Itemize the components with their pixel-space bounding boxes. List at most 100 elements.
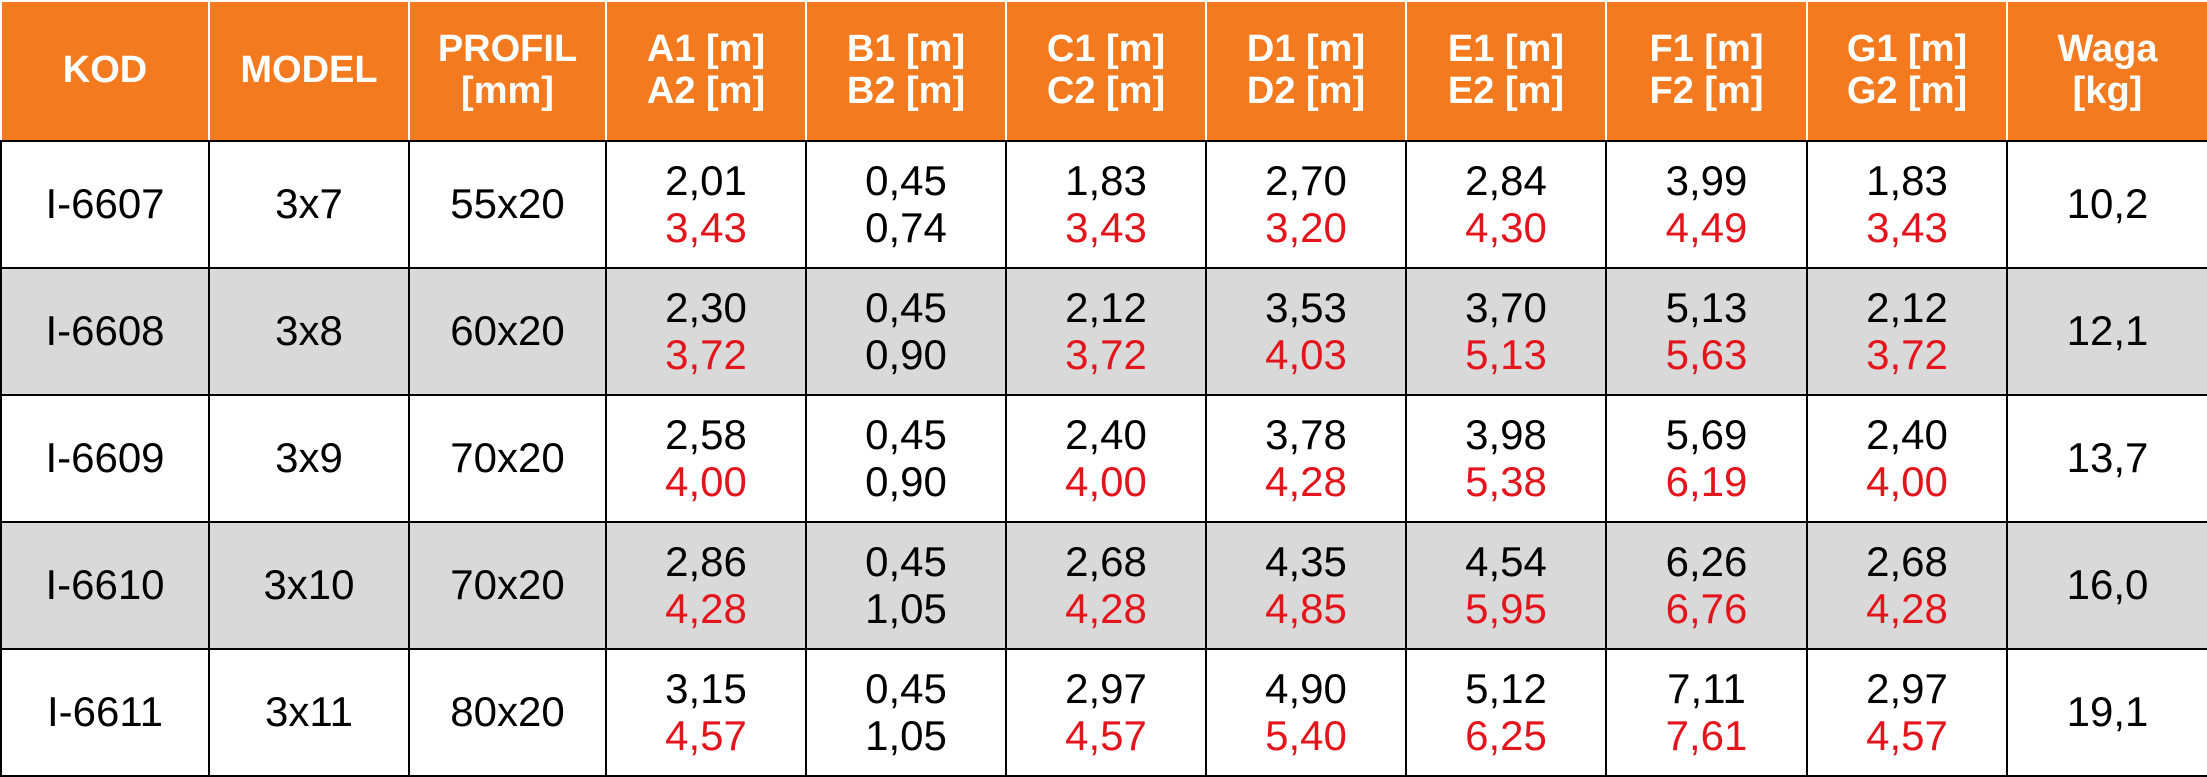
cell: 2,40 4,00 <box>1806 394 2008 523</box>
header-text: D1 [m] <box>1246 28 1366 71</box>
header-text: D2 [m] <box>1246 70 1366 112</box>
cell-value: 6,25 <box>1465 711 1547 759</box>
cell-value: 0,45 <box>865 284 947 332</box>
cell: 10,2 <box>2006 140 2207 269</box>
cell-value: 3,99 <box>1665 157 1748 205</box>
cell-value: 4,30 <box>1465 203 1547 251</box>
data-row: I-6608 3x8 60x20 2,30 3,72 0,45 0,90 2,12 3,72 3,… <box>0 267 2207 396</box>
cell-text: 19,1 <box>2066 688 2149 736</box>
cell-value: 3,72 <box>665 330 747 378</box>
cell: 4,90 5,40 <box>1205 648 1407 777</box>
header-text: F1 [m] <box>1649 28 1764 71</box>
header-text: G1 [m] <box>1846 28 1968 71</box>
cell: 3,15 4,57 <box>605 648 807 777</box>
cell: 2,84 4,30 <box>1405 140 1607 269</box>
cell-value: 4,57 <box>665 711 747 759</box>
cell-value: 0,90 <box>865 457 947 505</box>
cell: 2,70 3,20 <box>1205 140 1407 269</box>
cell-value: 1,05 <box>865 584 947 632</box>
cell-value: 3,78 <box>1265 411 1347 459</box>
cell: 0,45 1,05 <box>805 648 1007 777</box>
cell-value: 4,03 <box>1265 330 1347 378</box>
cell-value: 0,45 <box>865 665 947 713</box>
header-text: [kg] <box>2072 70 2143 112</box>
cell-value: 2,12 <box>1065 284 1147 332</box>
cell-value: 5,13 <box>1465 330 1547 378</box>
cell-value: 3,70 <box>1465 284 1547 332</box>
header-text: G2 [m] <box>1846 70 1968 112</box>
cell-value: 2,40 <box>1065 411 1147 459</box>
cell-value: 5,13 <box>1665 284 1748 332</box>
cell: 7,11 7,61 <box>1605 648 1808 777</box>
cell: 2,86 4,28 <box>605 521 807 650</box>
cell-text: 10,2 <box>2066 180 2149 228</box>
cell: 2,97 4,57 <box>1005 648 1207 777</box>
cell: 2,12 3,72 <box>1005 267 1207 396</box>
cell-value: 4,28 <box>1265 457 1347 505</box>
cell: 3x8 <box>208 267 410 396</box>
cell-text: 60x20 <box>450 307 565 355</box>
cell: 3,53 4,03 <box>1205 267 1407 396</box>
cell: 5,12 6,25 <box>1405 648 1607 777</box>
cell-value: 4,28 <box>1866 584 1948 632</box>
cell-text: 3x9 <box>275 434 343 482</box>
cell-value: 6,26 <box>1665 538 1748 586</box>
cell-text: 3x7 <box>275 180 343 228</box>
cell-value: 2,68 <box>1866 538 1948 586</box>
cell: I-6607 <box>0 140 210 269</box>
header-cell: Waga [kg] <box>2006 0 2207 142</box>
cell-text: 3x8 <box>275 307 343 355</box>
cell-text: I-6607 <box>45 180 165 228</box>
cell-value: 5,69 <box>1665 411 1748 459</box>
header-text: B2 [m] <box>846 70 966 112</box>
cell-text: 70x20 <box>450 561 565 609</box>
cell-text: I-6610 <box>45 561 165 609</box>
cell-value: 2,40 <box>1866 411 1948 459</box>
cell-value: 3,43 <box>665 203 747 251</box>
cell: 2,12 3,72 <box>1806 267 2008 396</box>
cell-value: 4,54 <box>1465 538 1547 586</box>
cell-value: 2,86 <box>665 538 747 586</box>
data-row: I-6607 3x7 55x20 2,01 3,43 0,45 0,74 1,83 3,43 2,… <box>0 140 2207 269</box>
cell-value: 1,83 <box>1065 157 1147 205</box>
cell-value: 0,74 <box>865 203 947 251</box>
cell: 0,45 0,90 <box>805 394 1007 523</box>
cell: 3x7 <box>208 140 410 269</box>
header-cell: E1 [m] E2 [m] <box>1405 0 1607 142</box>
cell-value: 4,49 <box>1665 203 1748 251</box>
header-text: [mm] <box>461 70 554 112</box>
cell-value: 2,30 <box>665 284 747 332</box>
cell: 5,13 5,63 <box>1605 267 1808 396</box>
header-cell: B1 [m] B2 [m] <box>805 0 1007 142</box>
cell: 2,68 4,28 <box>1806 521 2008 650</box>
cell: 4,35 4,85 <box>1205 521 1407 650</box>
cell: 70x20 <box>408 394 607 523</box>
cell-value: 5,63 <box>1665 330 1748 378</box>
cell-value: 3,72 <box>1065 330 1147 378</box>
cell-value: 2,97 <box>1866 665 1948 713</box>
cell-value: 3,53 <box>1265 284 1347 332</box>
cell: 3x11 <box>208 648 410 777</box>
cell: 1,83 3,43 <box>1806 140 2008 269</box>
cell-value: 2,97 <box>1065 665 1147 713</box>
cell: 5,69 6,19 <box>1605 394 1808 523</box>
cell-value: 2,84 <box>1465 157 1547 205</box>
cell: 55x20 <box>408 140 607 269</box>
cell: 2,40 4,00 <box>1005 394 1207 523</box>
cell: 3,78 4,28 <box>1205 394 1407 523</box>
cell: 2,97 4,57 <box>1806 648 2008 777</box>
cell: 2,30 3,72 <box>605 267 807 396</box>
cell-value: 7,61 <box>1665 711 1748 759</box>
cell-value: 0,45 <box>865 411 947 459</box>
cell-value: 3,98 <box>1465 411 1547 459</box>
header-text: C2 [m] <box>1046 70 1166 112</box>
cell-value: 3,15 <box>665 665 747 713</box>
header-text: E2 [m] <box>1447 70 1565 112</box>
cell: 2,01 3,43 <box>605 140 807 269</box>
cell-value: 4,57 <box>1065 711 1147 759</box>
cell-value: 6,19 <box>1665 457 1748 505</box>
cell: 0,45 1,05 <box>805 521 1007 650</box>
cell-value: 4,28 <box>1065 584 1147 632</box>
